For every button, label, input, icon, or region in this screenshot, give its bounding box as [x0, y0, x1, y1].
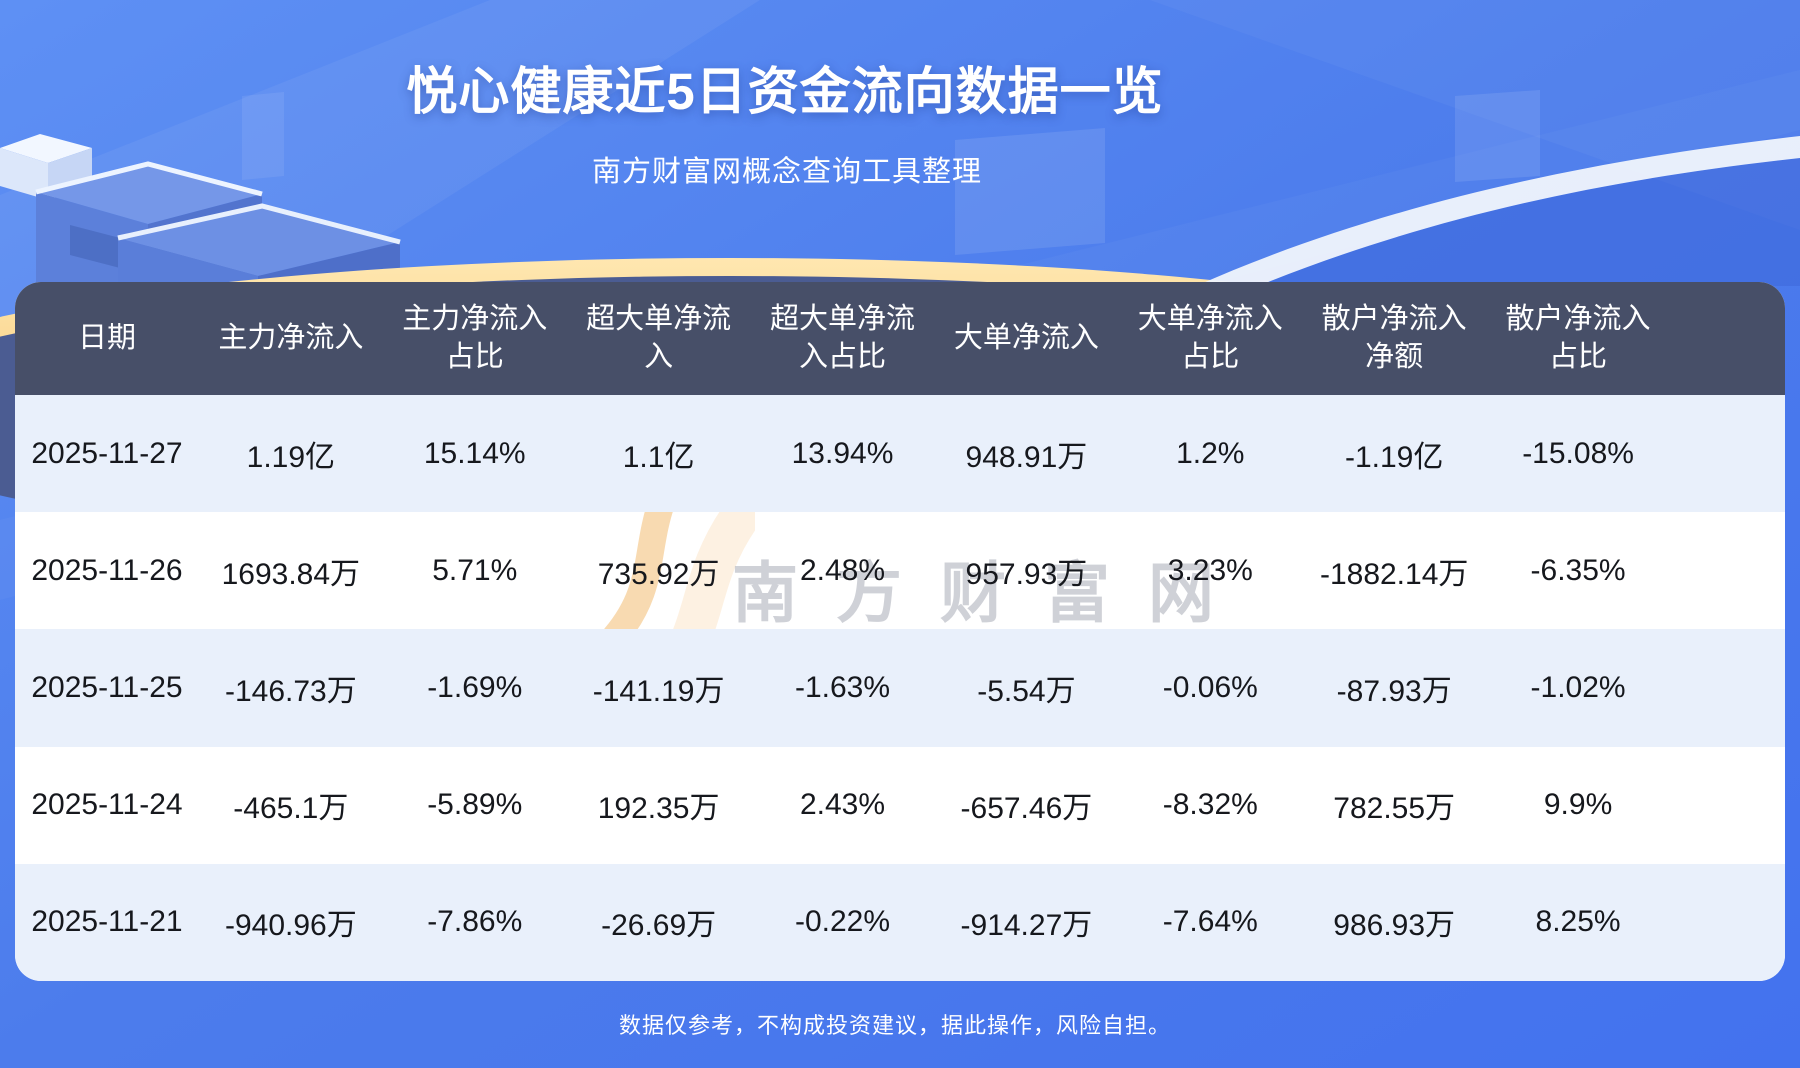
cell-large-order-net-inflow-pct: 1.2%	[1176, 436, 1245, 470]
cell-retail-net-inflow-pct: 9.9%	[1543, 788, 1613, 822]
column-header-main-net-inflow-pct: 主力净流入占比	[402, 302, 548, 373]
cell-main-net-inflow: -146.73万	[224, 675, 357, 708]
fund-flow-table: 南方财富网 outhmoney.com 日期 主力净流入 主力净流入占比 超大单…	[15, 282, 1785, 981]
column-header-date: 日期	[77, 321, 136, 354]
cell-xl-order-net-inflow-pct: 2.43%	[799, 788, 886, 822]
cell-large-order-net-inflow: -914.27万	[960, 909, 1093, 943]
cell-xl-order-net-inflow-pct: 2.48%	[799, 553, 886, 587]
cell-xl-order-net-inflow: 735.92万	[597, 557, 720, 591]
cell-retail-net-inflow: -1.19亿	[1344, 440, 1444, 474]
cell-large-order-net-inflow: 948.91万	[965, 440, 1088, 474]
cell-retail-net-inflow: -1882.14万	[1319, 557, 1469, 591]
column-header-xl-order-net-inflow-pct: 超大单净流入占比	[769, 302, 915, 373]
cell-large-order-net-inflow: -5.54万	[977, 675, 1076, 708]
cell-retail-net-inflow: -87.93万	[1336, 675, 1452, 708]
cell-date: 2025-11-26	[31, 553, 183, 587]
cell-xl-order-net-inflow: -141.19万	[592, 675, 725, 708]
table-header-row: 日期 主力净流入 主力净流入占比 超大单净流入 超大单净流入占比 大单净流入 大…	[15, 282, 1785, 395]
cell-main-net-inflow: -465.1万	[233, 792, 349, 826]
cell-main-net-inflow: 1693.84万	[221, 557, 361, 591]
cell-xl-order-net-inflow-pct: -0.22%	[794, 905, 891, 939]
disclaimer-text: 数据仅参考，不构成投资建议，据此操作，风险自担。	[618, 1013, 1172, 1038]
column-header-large-order-net-inflow: 大单净流入	[953, 321, 1099, 354]
table-row: 2025-11-25 -146.73万 -1.69% -141.19万 -1.6…	[15, 629, 1785, 747]
cell-date: 2025-11-27	[31, 436, 183, 470]
cell-large-order-net-inflow: 957.93万	[965, 557, 1088, 591]
cell-large-order-net-inflow-pct: -7.64%	[1162, 905, 1258, 939]
glass-panel	[955, 128, 1105, 255]
cell-main-net-inflow-pct: 5.71%	[432, 553, 518, 587]
white-swoosh	[1196, 136, 1800, 286]
cell-retail-net-inflow-pct: -6.35%	[1530, 553, 1626, 587]
glass-panel	[1455, 90, 1540, 182]
cell-xl-order-net-inflow-pct: -1.63%	[794, 671, 891, 704]
table-row: 2025-11-21 -940.96万 -7.86% -26.69万 -0.22…	[15, 863, 1785, 981]
cell-large-order-net-inflow-pct: -8.32%	[1162, 788, 1258, 822]
column-header-retail-net-inflow: 散户净流入净额	[1321, 302, 1467, 373]
glass-panel	[242, 92, 284, 180]
cell-date: 2025-11-21	[31, 905, 183, 939]
column-header-retail-net-inflow-pct: 散户净流入占比	[1505, 302, 1651, 373]
table-row: 2025-11-26 1693.84万 5.71% 735.92万 2.48% …	[15, 512, 1785, 629]
cell-xl-order-net-inflow: -26.69万	[601, 909, 717, 943]
table-row: 2025-11-24 -465.1万 -5.89% 192.35万 2.43% …	[15, 747, 1785, 864]
page-subtitle: 南方财富网概念查询工具整理	[591, 156, 983, 188]
cell-large-order-net-inflow: -657.46万	[960, 792, 1093, 826]
cell-main-net-inflow-pct: -7.86%	[427, 905, 523, 939]
cell-xl-order-net-inflow: 1.1亿	[622, 440, 695, 474]
cell-main-net-inflow-pct: -1.69%	[427, 671, 523, 704]
column-header-large-order-net-inflow-pct: 大单净流入占比	[1137, 302, 1283, 373]
cell-large-order-net-inflow-pct: -0.06%	[1162, 671, 1258, 704]
cell-main-net-inflow: 1.19亿	[246, 440, 336, 474]
cell-retail-net-inflow: 782.55万	[1333, 792, 1456, 826]
cell-large-order-net-inflow-pct: 3.23%	[1167, 553, 1253, 587]
cell-retail-net-inflow-pct: 8.25%	[1535, 905, 1621, 939]
cell-main-net-inflow-pct: 15.14%	[423, 436, 526, 470]
page-title: 悦心健康近5日资金流向数据一览	[406, 63, 1164, 120]
cell-main-net-inflow-pct: -5.89%	[427, 788, 523, 822]
table-body: 2025-11-27 1.19亿 15.14% 1.1亿 13.94% 948.…	[15, 395, 1785, 981]
cell-main-net-inflow: -940.96万	[224, 909, 357, 943]
table-row: 2025-11-27 1.19亿 15.14% 1.1亿 13.94% 948.…	[15, 395, 1785, 513]
cell-date: 2025-11-25	[31, 671, 183, 704]
column-header-xl-order-net-inflow: 超大单净流入	[586, 302, 732, 373]
cell-retail-net-inflow-pct: -1.02%	[1530, 671, 1626, 704]
cell-retail-net-inflow: 986.93万	[1333, 909, 1456, 943]
column-header-main-net-inflow: 主力净流入	[218, 321, 364, 354]
cell-retail-net-inflow-pct: -15.08%	[1522, 436, 1634, 470]
cell-xl-order-net-inflow-pct: 13.94%	[791, 436, 894, 470]
cell-xl-order-net-inflow: 192.35万	[597, 792, 720, 826]
cell-date: 2025-11-24	[31, 788, 183, 822]
